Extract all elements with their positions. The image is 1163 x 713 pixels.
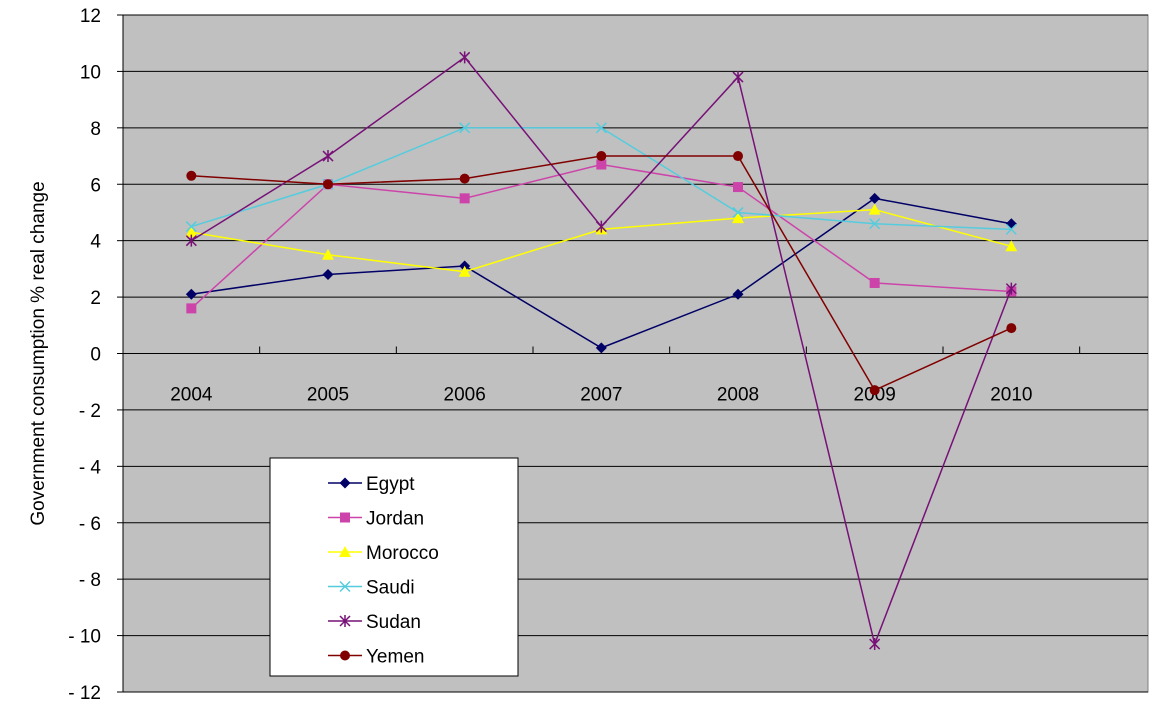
data-point-morocco [185, 226, 198, 238]
series-yemen [186, 151, 1017, 396]
data-point-sudan [869, 638, 881, 651]
data-point-sudan [595, 220, 607, 233]
x-tick-label: 2010 [990, 385, 1032, 406]
y-tick-label: - 4 [79, 457, 102, 478]
y-axis-label: Government consumption % real change [28, 181, 49, 525]
legend-item-jordan: Jordan [328, 509, 424, 530]
data-point-sudan [459, 51, 471, 64]
data-point-yemen [869, 385, 880, 396]
data-point-jordan [733, 182, 743, 193]
x-axis: 2004200520062007200820092010 [122, 346, 1148, 406]
data-point-sudan [185, 234, 197, 247]
data-point-jordan [459, 193, 470, 204]
legend-marker-sudan [339, 615, 351, 627]
data-point-saudi [1005, 223, 1017, 235]
data-point-egypt [869, 192, 881, 204]
legend-label-jordan: Jordan [366, 509, 424, 530]
legend-label-saudi: Saudi [366, 578, 415, 599]
y-tick-label: 12 [80, 6, 101, 27]
data-point-saudi [459, 122, 471, 134]
data-point-morocco [1005, 240, 1018, 252]
data-point-saudi [732, 206, 744, 218]
x-tick-label: 2007 [580, 385, 622, 406]
data-point-morocco [868, 203, 881, 215]
data-point-jordan [869, 277, 880, 288]
data-point-jordan [596, 159, 607, 170]
y-tick-label: - 2 [79, 401, 101, 422]
legend-item-yemen: Yemen [328, 647, 424, 668]
data-point-sudan [732, 71, 744, 84]
legend-item-morocco: Morocco [328, 543, 439, 564]
y-tick-label: - 6 [79, 514, 101, 535]
legend-marker-egypt [339, 477, 351, 489]
legend-item-sudan: Sudan [328, 612, 421, 633]
y-tick-label: - 8 [79, 570, 101, 591]
series-layer [185, 51, 1018, 651]
data-point-egypt [322, 269, 334, 281]
legend-marker-yemen [340, 650, 350, 661]
data-point-saudi [595, 122, 607, 134]
data-point-yemen [1006, 323, 1017, 334]
data-point-egypt [595, 342, 607, 354]
data-point-sudan [1005, 282, 1017, 295]
legend-marker-morocco [339, 546, 351, 557]
data-point-sudan [322, 150, 334, 163]
series-sudan [185, 51, 1017, 651]
data-point-saudi [185, 221, 197, 233]
data-point-yemen [459, 173, 470, 184]
legend-item-egypt: Egypt [328, 474, 415, 495]
y-tick-label: 8 [90, 119, 101, 140]
y-tick-label: - 10 [68, 627, 101, 648]
data-point-morocco [732, 212, 744, 224]
data-point-egypt [185, 288, 197, 300]
data-point-morocco [322, 248, 334, 260]
legend-marker-saudi [339, 580, 351, 593]
y-tick-label: 6 [90, 175, 101, 196]
data-point-jordan [186, 303, 197, 314]
x-tick-label: 2005 [307, 385, 349, 406]
legend-label-egypt: Egypt [366, 474, 415, 495]
x-tick-label: 2008 [717, 385, 759, 406]
data-point-yemen [186, 170, 197, 181]
data-point-yemen [733, 151, 743, 162]
legend-box [269, 457, 519, 677]
y-tick-label: 0 [90, 345, 101, 366]
data-point-saudi [869, 218, 881, 230]
y-tick-label: 2 [90, 288, 101, 309]
legend-label-yemen: Yemen [366, 647, 424, 668]
y-tick-label: - 12 [68, 683, 101, 704]
y-axis-ticks: 12 10 8 6 4 2 0 - 2 - 4 - 6 - 8 - 10 - 12 [68, 6, 124, 704]
legend-label-sudan: Sudan [366, 612, 421, 633]
data-point-yemen [596, 151, 607, 162]
legend: Egypt Jordan Morocco Saudi Sudan Yemen [269, 457, 519, 677]
y-tick-label: 10 [80, 62, 101, 83]
legend-marker-jordan [340, 512, 350, 523]
data-point-yemen [323, 179, 333, 190]
data-point-egypt [732, 288, 744, 300]
legend-item-saudi: Saudi [328, 578, 415, 599]
x-tick-label: 2004 [170, 385, 213, 406]
data-point-morocco [458, 265, 471, 277]
legend-label-morocco: Morocco [366, 543, 439, 564]
y-tick-label: 4 [90, 232, 101, 253]
x-tick-label: 2006 [444, 385, 486, 406]
